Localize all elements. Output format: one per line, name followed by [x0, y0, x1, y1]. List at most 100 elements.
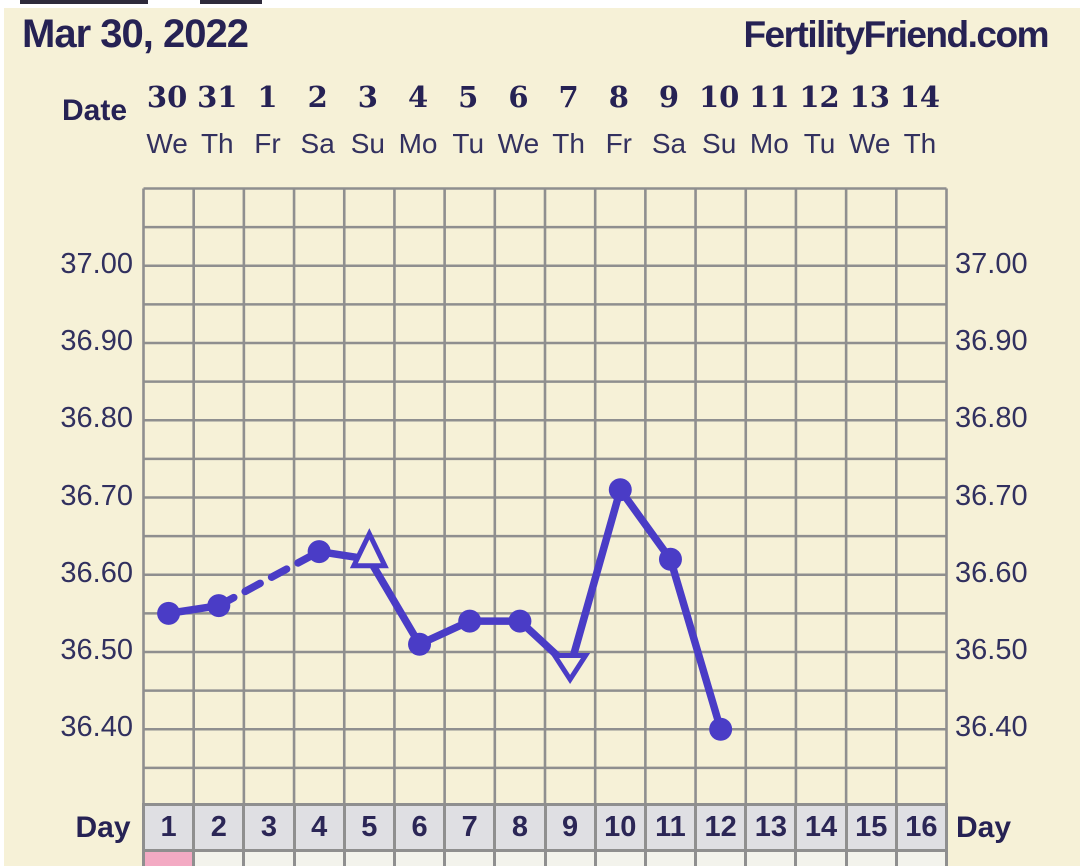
- cycle-day-cell: 9: [546, 806, 594, 849]
- weekday-abbrev: Th: [200, 128, 234, 159]
- bbt-temperature-plot: [142, 187, 948, 808]
- weekday-abbrev: We: [497, 128, 540, 159]
- empty-data-cell: [797, 852, 845, 866]
- empty-data-cell: [245, 852, 293, 866]
- weekday-abbrev: Sa: [300, 128, 335, 159]
- date-number: 2: [307, 80, 328, 114]
- y-axis-tick-label: 36.50: [60, 634, 133, 666]
- temp-connector: [365, 555, 424, 649]
- chart-start-date: Mar 30, 2022: [22, 12, 249, 56]
- cycle-day-cell: 13: [747, 806, 795, 849]
- empty-data-cell: [195, 852, 243, 866]
- temp-marker-day-1: [157, 601, 181, 625]
- temp-marker-day-10: [608, 478, 632, 502]
- weekday-abbrev: Tu: [452, 128, 485, 159]
- y-axis-tick-label: 36.70: [60, 479, 133, 512]
- y-axis-tick-label: 36.70: [955, 479, 1028, 512]
- y-axis-tick-label: 36.40: [60, 711, 133, 744]
- temp-connector: [566, 486, 625, 672]
- weekday-abbrev: Th: [903, 128, 937, 159]
- weekday-abbrev: Mo: [749, 128, 789, 159]
- day-axis-label-left: Day: [75, 811, 131, 844]
- weekday-abbrev: We: [848, 128, 891, 159]
- weekday-abbrev: Th: [552, 128, 585, 159]
- empty-data-cell: [646, 852, 695, 866]
- menstruation-row: [142, 852, 948, 866]
- brand-logo-text: FertilityFriend.com: [743, 14, 1049, 55]
- empty-data-cell: [395, 852, 444, 866]
- y-axis-tick-label: 36.60: [955, 556, 1028, 589]
- cropped-edge-artifact: [200, 0, 262, 4]
- date-number: 13: [849, 80, 890, 114]
- temp-marker-day-7: [458, 609, 482, 633]
- y-axis-tick-label: 36.80: [60, 402, 133, 435]
- empty-data-cell: [496, 852, 544, 866]
- date-number: 1: [257, 80, 278, 114]
- weekday-abbrev: Fr: [605, 128, 632, 159]
- weekday-abbrev: We: [146, 128, 188, 159]
- empty-data-cell: [897, 852, 945, 866]
- cycle-day-cell: 5: [345, 806, 393, 849]
- cycle-day-cell: 4: [295, 806, 343, 849]
- date-number: 12: [799, 80, 840, 114]
- date-number: 10: [698, 80, 740, 114]
- cycle-day-cell: 8: [496, 806, 544, 849]
- adjusted-temp-marker-down-day-9: [550, 652, 591, 685]
- cycle-day-cell: 10: [596, 806, 644, 849]
- temp-marker-day-4: [307, 540, 331, 564]
- empty-data-cell: [546, 852, 594, 866]
- cycle-day-cell: 12: [697, 806, 745, 849]
- date-number: 6: [508, 80, 529, 114]
- weekday-abbrev: Tu: [803, 128, 836, 159]
- cycle-day-cell: 11: [646, 806, 695, 849]
- y-axis-tick-label: 36.60: [60, 556, 133, 589]
- empty-data-cell: [697, 852, 745, 866]
- empty-data-cell: [596, 852, 644, 866]
- cycle-day-cell: 2: [195, 806, 243, 849]
- day-axis-label-right: Day: [956, 811, 1012, 844]
- date-axis-label: Date: [62, 94, 128, 127]
- temp-marker-day-11: [658, 547, 682, 571]
- temp-marker-day-2: [207, 594, 231, 618]
- temp-connector: [616, 486, 675, 564]
- empty-data-cell: [847, 852, 895, 866]
- date-number: 14: [899, 80, 941, 114]
- empty-data-cell: [295, 852, 343, 866]
- date-number: 30: [146, 80, 188, 114]
- weekday-abbrev: Su: [350, 128, 385, 159]
- temp-marker-day-8: [508, 609, 532, 633]
- y-axis-tick-label: 36.40: [955, 711, 1028, 744]
- weekday-abbrev: Fr: [254, 128, 281, 159]
- cycle-day-cell: 16: [897, 806, 945, 849]
- cycle-day-row: 1 2 3 4 5 6 7 8 9 10 11 12 13 14 15 16: [142, 803, 948, 852]
- cycle-day-cell: 1: [145, 806, 193, 849]
- temp-marker-day-12: [709, 717, 733, 741]
- date-number: 4: [407, 80, 429, 114]
- temp-connector: [666, 555, 725, 733]
- empty-data-cell: [446, 852, 494, 866]
- empty-data-cell: [345, 852, 393, 866]
- weekday-abbrev: Su: [702, 128, 737, 159]
- y-axis-tick-label: 36.90: [955, 325, 1028, 357]
- y-axis-tick-label: 37.00: [60, 247, 133, 280]
- y-axis-tick-label: 36.50: [955, 634, 1028, 666]
- temp-marker-day-6: [408, 632, 432, 656]
- cycle-day-cell: 14: [797, 806, 845, 849]
- date-number: 3: [357, 80, 378, 114]
- chart-background: [4, 8, 1080, 866]
- y-axis-tick-label: 36.90: [60, 325, 133, 357]
- date-number: 11: [749, 80, 790, 114]
- cropped-edge-artifact: [20, 0, 148, 4]
- cycle-day-cell: 7: [446, 806, 494, 849]
- temp-connector-dashed: [215, 547, 323, 610]
- y-axis-tick-label: 36.80: [955, 402, 1028, 435]
- adjusted-temp-marker-up-day-5: [349, 528, 389, 569]
- cycle-day-cell: 15: [847, 806, 895, 849]
- date-number: 9: [658, 80, 680, 114]
- cycle-day-cell: 6: [395, 806, 444, 849]
- weekday-abbrev: Mo: [398, 128, 438, 159]
- empty-data-cell: [747, 852, 795, 866]
- date-number: 7: [558, 80, 579, 114]
- menses-cell: [145, 852, 193, 866]
- weekday-abbrev: Sa: [651, 128, 687, 159]
